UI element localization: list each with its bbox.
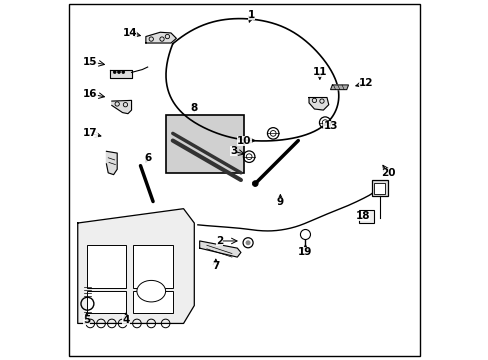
- Polygon shape: [110, 69, 131, 78]
- Polygon shape: [78, 209, 194, 323]
- Text: 20: 20: [380, 168, 394, 178]
- Polygon shape: [106, 151, 117, 175]
- Bar: [359, 211, 373, 223]
- Polygon shape: [308, 98, 328, 110]
- Bar: [165, 116, 244, 173]
- Bar: [133, 291, 172, 313]
- Bar: [133, 244, 172, 288]
- Text: 18: 18: [355, 211, 369, 221]
- Circle shape: [122, 71, 124, 73]
- Polygon shape: [145, 32, 176, 43]
- Polygon shape: [330, 85, 348, 90]
- Polygon shape: [112, 100, 131, 114]
- Text: 12: 12: [359, 78, 373, 88]
- Text: 1: 1: [247, 10, 255, 20]
- Text: 2: 2: [215, 236, 223, 246]
- Text: 5: 5: [83, 315, 90, 325]
- Text: 11: 11: [312, 67, 326, 77]
- Bar: [86, 244, 126, 288]
- Text: 4: 4: [122, 315, 130, 325]
- Bar: [86, 291, 126, 313]
- Bar: [373, 183, 384, 194]
- Text: 16: 16: [83, 89, 97, 99]
- Circle shape: [252, 181, 258, 186]
- Circle shape: [117, 71, 120, 73]
- Text: 9: 9: [276, 197, 284, 207]
- Circle shape: [113, 71, 116, 73]
- Bar: [371, 180, 387, 196]
- Text: 8: 8: [190, 103, 198, 113]
- Polygon shape: [199, 241, 241, 257]
- Text: 14: 14: [122, 28, 137, 38]
- Text: 7: 7: [212, 261, 219, 271]
- Text: 15: 15: [83, 57, 97, 67]
- Text: 6: 6: [144, 153, 151, 163]
- Text: 19: 19: [298, 247, 312, 257]
- Circle shape: [245, 240, 250, 245]
- Text: 10: 10: [237, 136, 251, 145]
- Text: 3: 3: [230, 146, 237, 156]
- Text: 13: 13: [323, 121, 337, 131]
- Text: 17: 17: [83, 129, 98, 138]
- Ellipse shape: [137, 280, 165, 302]
